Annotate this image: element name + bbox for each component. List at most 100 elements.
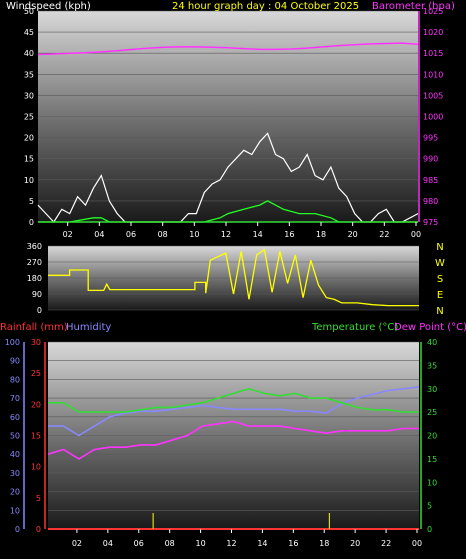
x-tick-label: 12 — [221, 230, 231, 239]
x-tick-label: 22 — [381, 539, 391, 548]
rainfall-tick-label: 10 — [31, 463, 41, 472]
barometer-tick-label: 990 — [423, 155, 438, 164]
compass-tick-label: N — [436, 306, 443, 317]
humidity-tick-label: 60 — [10, 413, 20, 422]
humidity-tick-label: 70 — [10, 394, 20, 403]
temperature-tick-label: 0 — [427, 525, 432, 534]
x-tick-label: 14 — [253, 230, 263, 239]
x-tick-label: 14 — [257, 539, 267, 548]
temperature-tick-label: 5 — [427, 502, 432, 511]
x-tick-label: 08 — [158, 230, 168, 239]
wind-plot-grid — [38, 10, 418, 223]
x-tick-label: 08 — [165, 539, 175, 548]
windspeed-tick-label: 45 — [24, 28, 34, 37]
x-tick-label: 18 — [319, 539, 329, 548]
barometer-tick-label: 1020 — [423, 28, 443, 37]
barometer-tick-label: 975 — [423, 218, 438, 227]
humidity-series-line — [48, 386, 420, 437]
direction-tick-label: 180 — [27, 274, 42, 283]
direction-tick-label: 270 — [27, 258, 42, 267]
barometer-tick-label: 1010 — [423, 70, 443, 79]
x-tick-label: 02 — [72, 539, 82, 548]
barometer-tick-label: 1025 — [423, 7, 443, 16]
temperature-tick-label: 10 — [427, 478, 437, 487]
direction-plot-grid — [48, 245, 419, 311]
x-tick-label: 00 — [411, 230, 421, 239]
temperature-tick-label: 40 — [427, 338, 437, 347]
barometer-tick-label: 1005 — [423, 91, 443, 100]
barometer-axis-label: Barometer (hpa) — [372, 1, 455, 12]
direction-tick-label: 360 — [27, 242, 42, 251]
x-tick-label: 10 — [195, 539, 205, 548]
humidity-tick-label: 80 — [10, 375, 20, 384]
x-tick-label: 20 — [348, 230, 358, 239]
windspeed-axis-label: Windspeed (kph) — [6, 1, 91, 12]
windspeed-tick-label: 20 — [24, 134, 34, 143]
compass-tick-label: N — [436, 242, 443, 253]
humidity-legend-label: Humidity — [66, 322, 111, 333]
x-tick-label: 12 — [226, 539, 236, 548]
climate-plot-series — [47, 386, 420, 530]
chart-title: 24 hour graph day : 04 October 2025 — [172, 1, 359, 12]
x-tick-label: 22 — [379, 230, 389, 239]
x-tick-label: 18 — [316, 230, 326, 239]
barometer-tick-label: 995 — [423, 134, 438, 143]
x-tick-label: 00 — [412, 539, 422, 548]
temperature-series-line — [48, 387, 419, 413]
humidity-tick-label: 10 — [10, 506, 20, 515]
rainfall-legend-label: Rainfall (mm) — [0, 322, 68, 333]
windspeed-tick-label: 50 — [24, 7, 34, 16]
barometer-tick-label: 1015 — [423, 49, 443, 58]
direction-plot-series — [48, 248, 419, 307]
windspeed-tick-label: 25 — [24, 113, 34, 122]
x-tick-label: 06 — [126, 230, 136, 239]
wind-plot-series — [37, 42, 419, 223]
x-tick-label: 06 — [134, 539, 144, 548]
temperature-tick-label: 30 — [427, 385, 437, 394]
x-tick-label: 04 — [103, 539, 113, 548]
windspeed-tick-label: 40 — [24, 49, 34, 58]
windspeed-tick-label: 30 — [24, 91, 34, 100]
barometer-tick-label: 980 — [423, 197, 438, 206]
x-tick-label: 16 — [284, 230, 294, 239]
rainfall-tick-label: 15 — [31, 432, 41, 441]
humidity-tick-label: 20 — [10, 488, 20, 497]
windspeed-tick-label: 35 — [24, 70, 34, 79]
direction-series-line — [48, 248, 419, 307]
dewpoint-series-line — [47, 420, 419, 460]
x-tick-label: 10 — [189, 230, 199, 239]
rainfall-tick-label: 20 — [31, 400, 41, 409]
rainfall-tick-label: 0 — [36, 525, 41, 534]
windspeed-tick-label: 15 — [24, 155, 34, 164]
windspeed-tick-label: 5 — [29, 197, 34, 206]
humidity-tick-label: 100 — [5, 338, 20, 347]
gust-series-line — [38, 200, 418, 223]
temperature-legend-label: Temperature (°C) — [311, 322, 398, 333]
windspeed-tick-label: 0 — [29, 218, 34, 227]
climate-plot-axes: 0102030405060708090100051015202530051015… — [5, 338, 437, 548]
windspeed-series-line — [37, 132, 419, 223]
x-tick-label: 04 — [94, 230, 104, 239]
humidity-tick-label: 30 — [10, 469, 20, 478]
rainfall-tick-label: 25 — [31, 369, 41, 378]
humidity-tick-label: 50 — [10, 432, 20, 441]
temperature-tick-label: 25 — [427, 408, 437, 417]
temperature-tick-label: 15 — [427, 455, 437, 464]
x-tick-label: 02 — [63, 230, 73, 239]
barometer-tick-label: 1000 — [423, 113, 443, 122]
barometer-series-line — [37, 42, 419, 56]
humidity-tick-label: 90 — [10, 357, 20, 366]
compass-tick-label: S — [437, 274, 443, 285]
wind-plot-axes: 0510152025303540455097598098599099510001… — [24, 7, 444, 239]
humidity-tick-label: 40 — [10, 450, 20, 459]
dewpoint-legend-label: Dew Point (°C) — [394, 322, 466, 333]
rainfall-tick-label: 5 — [36, 494, 41, 503]
temperature-tick-label: 35 — [427, 361, 437, 370]
compass-tick-label: E — [437, 290, 443, 301]
x-tick-label: 16 — [288, 539, 298, 548]
humidity-tick-label: 0 — [15, 525, 20, 534]
compass-tick-label: W — [435, 258, 445, 269]
